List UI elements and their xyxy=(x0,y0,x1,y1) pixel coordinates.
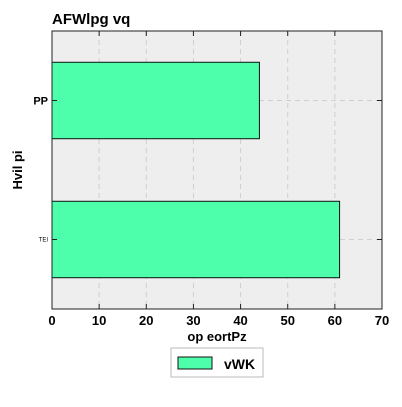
legend: vWK xyxy=(170,347,264,378)
chart-title: AFWlpg vq xyxy=(52,11,130,28)
bar-tei xyxy=(51,200,341,279)
x-tick-label: 70 xyxy=(375,313,389,328)
y-axis-label: Hvil pi xyxy=(10,150,25,189)
x-tick-label: 0 xyxy=(48,313,55,328)
legend-label: vWK xyxy=(224,356,255,372)
x-tick-label: 50 xyxy=(280,313,294,328)
bars xyxy=(51,61,341,279)
x-tick-label: 30 xyxy=(186,313,200,328)
legend-swatch xyxy=(177,356,213,370)
y-tick-label: PP xyxy=(33,96,48,108)
x-axis-label: op eortPz xyxy=(187,329,247,344)
x-tick-label: 20 xyxy=(139,313,153,328)
x-tick-label: 10 xyxy=(92,313,106,328)
x-tick-label: 60 xyxy=(328,313,342,328)
axis-ticks: 0 10 20 30 40 50 60 70 PP TEI xyxy=(33,31,389,328)
x-tick-label: 40 xyxy=(233,313,247,328)
y-tick-label: TEI xyxy=(39,238,49,244)
plot-frame xyxy=(51,30,383,310)
bar-pp xyxy=(51,61,260,140)
